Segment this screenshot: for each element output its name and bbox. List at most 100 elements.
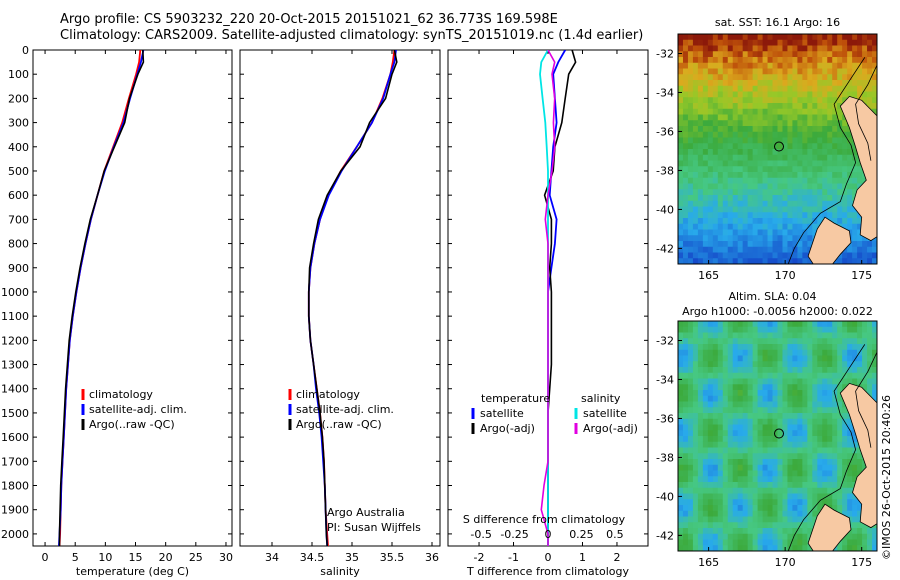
- map-cell: [787, 114, 793, 121]
- series-line-argo-adj-: [543, 50, 577, 546]
- map-cell: [797, 378, 803, 385]
- map-cell: [852, 493, 858, 500]
- map-cell: [792, 459, 798, 466]
- map-cell: [678, 539, 684, 546]
- map-cell: [682, 114, 689, 121]
- map-cell: [872, 74, 877, 81]
- map-cell: [687, 395, 694, 402]
- map-cell: [692, 246, 699, 253]
- map-cell: [727, 108, 734, 115]
- map-cell: [777, 241, 783, 248]
- map-cell: [707, 418, 714, 425]
- y-tick-label: 1900: [1, 504, 29, 517]
- map-cell: [727, 528, 734, 535]
- map-cell: [867, 355, 873, 362]
- map-cell: [717, 177, 724, 184]
- map-cell: [678, 91, 684, 98]
- map-cell: [792, 51, 798, 58]
- map-cell: [827, 91, 833, 98]
- map-cell: [782, 218, 788, 225]
- map-cell: [737, 482, 744, 489]
- x-axis-label: salinity: [320, 565, 360, 578]
- map-cell: [767, 114, 773, 121]
- map-cell: [678, 395, 684, 402]
- map-cell: [747, 476, 754, 483]
- map-cell: [722, 464, 729, 471]
- map-cell: [707, 499, 714, 506]
- map-cell: [837, 418, 843, 425]
- map-cell: [707, 378, 714, 385]
- map-cell: [832, 361, 838, 368]
- map-cell: [717, 252, 724, 259]
- map-cell: [757, 91, 763, 98]
- map-cell: [777, 57, 783, 64]
- map-cell: [812, 62, 818, 69]
- map-cell: [727, 326, 734, 333]
- map-cell: [752, 120, 759, 127]
- map-cell: [752, 34, 759, 41]
- map-cell: [682, 436, 689, 443]
- map-cell: [772, 487, 778, 494]
- map-cell: [702, 91, 709, 98]
- map-cell: [767, 39, 773, 46]
- map-cell: [782, 200, 788, 207]
- map-cell: [732, 487, 739, 494]
- map-cell: [712, 499, 719, 506]
- map-cell: [797, 464, 803, 471]
- map-cell: [867, 241, 873, 248]
- map-cell: [772, 62, 778, 69]
- map-cell: [852, 533, 858, 540]
- map-cell: [777, 424, 783, 431]
- map-cell: [772, 120, 778, 127]
- map-cell: [797, 430, 803, 437]
- map-cell: [747, 74, 754, 81]
- map-cell: [732, 545, 739, 551]
- map-cell: [797, 332, 803, 339]
- map-cell: [772, 441, 778, 448]
- map-cell: [797, 212, 803, 219]
- map-cell: [842, 499, 848, 506]
- x-tick-label: 30: [219, 551, 233, 564]
- map-cell: [872, 252, 877, 259]
- map-cell: [767, 401, 773, 408]
- map-cell: [837, 137, 843, 144]
- map-cell: [797, 545, 803, 551]
- map-cell: [742, 114, 749, 121]
- map-cell: [852, 436, 858, 443]
- map-cell: [707, 160, 714, 167]
- map-cell: [692, 487, 699, 494]
- map-cell: [732, 68, 739, 75]
- map-cell: [792, 137, 798, 144]
- map-cell: [692, 39, 699, 46]
- map-cell: [757, 97, 763, 104]
- map-cell: [727, 505, 734, 512]
- map-cell: [782, 378, 788, 385]
- map-cell: [747, 200, 754, 207]
- map-cell: [702, 493, 709, 500]
- map-cell: [827, 418, 833, 425]
- map-cell: [737, 401, 744, 408]
- map-cell: [752, 131, 759, 138]
- map-cell: [822, 120, 828, 127]
- map-cell: [678, 189, 684, 196]
- map-cell: [772, 218, 778, 225]
- map-cell: [682, 137, 689, 144]
- y-tick-label: 1700: [1, 455, 29, 468]
- map-cell: [797, 447, 803, 454]
- map-cell: [692, 91, 699, 98]
- map-cell: [707, 522, 714, 529]
- map-cell: [852, 91, 858, 98]
- map-cell: [702, 114, 709, 121]
- map-cell: [682, 195, 689, 202]
- map-cell: [787, 344, 793, 351]
- map-cell: [762, 177, 768, 184]
- map-cell: [852, 459, 858, 466]
- map-cell: [837, 401, 843, 408]
- map-cell: [747, 372, 754, 379]
- map-cell: [762, 424, 768, 431]
- map-cell: [732, 326, 739, 333]
- map-cell: [852, 528, 858, 535]
- map-cell: [782, 516, 788, 523]
- map-cell: [687, 424, 694, 431]
- y-tick-label: 700: [8, 213, 29, 226]
